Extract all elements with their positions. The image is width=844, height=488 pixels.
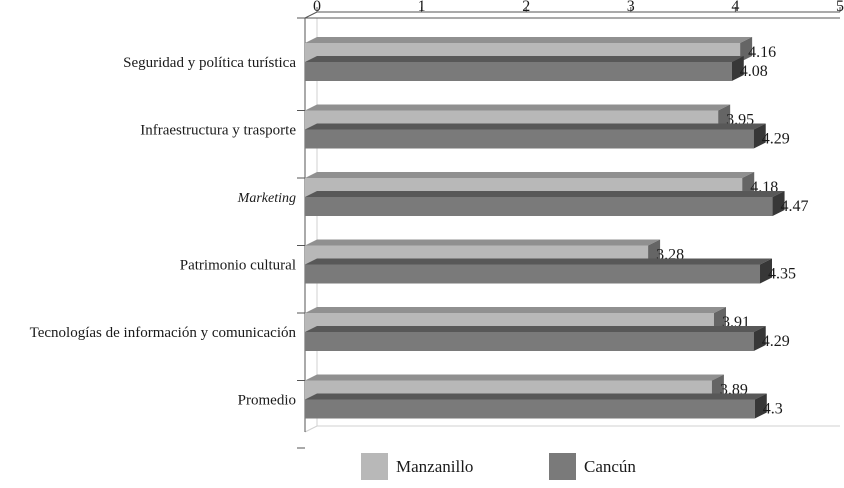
legend-label: Manzanillo <box>396 457 473 476</box>
category-label: Seguridad y política turística <box>123 55 296 71</box>
bar-side-manzanillo <box>713 307 726 332</box>
data-label: 4.29 <box>762 131 790 148</box>
data-label: 4.16 <box>748 44 776 61</box>
bar-cancún <box>305 399 755 419</box>
data-label: 4.35 <box>768 266 796 283</box>
bar-top-manzanillo <box>305 37 753 43</box>
bar-top-manzanillo <box>305 307 726 313</box>
bar-side-manzanillo <box>718 104 731 130</box>
bar-side-manzanillo <box>711 374 724 400</box>
bar-cancún <box>305 62 732 81</box>
bar-side-cancún <box>760 258 773 284</box>
x-axis-depth <box>304 11 318 19</box>
bar-side-cancún <box>772 191 785 216</box>
category-label: Patrimonio cultural <box>180 258 296 274</box>
category-label: Infraestructura y trasporte <box>140 123 296 139</box>
legend-swatch-cancún <box>549 453 576 480</box>
legend-label: Cancún <box>584 457 636 476</box>
legend-swatch-manzanillo <box>361 453 388 480</box>
data-label: 4.47 <box>781 198 809 215</box>
data-label: 4.3 <box>763 401 783 418</box>
x-tick-label: 4 <box>731 0 739 15</box>
bar-side-manzanillo <box>648 239 661 265</box>
bar-top-manzanillo <box>305 172 755 178</box>
bar-top-manzanillo <box>305 374 724 381</box>
x-tick-label: 5 <box>836 0 844 15</box>
category-label: Marketing <box>237 191 296 206</box>
bar-top-manzanillo <box>305 239 661 246</box>
x-tick-label: 0 <box>313 0 321 15</box>
bar-top-cancún <box>305 258 773 265</box>
bar-cancún <box>305 129 754 149</box>
bar-side-cancún <box>731 56 744 81</box>
bar-cancún <box>305 332 754 351</box>
data-label: 4.29 <box>762 333 790 350</box>
x-tick-label: 2 <box>522 0 530 15</box>
category-label: Tecnologías de información y comunicació… <box>30 325 297 341</box>
bar-side-manzanillo <box>740 37 753 62</box>
bar-side-manzanillo <box>742 172 755 197</box>
bar-top-cancún <box>305 393 767 400</box>
data-label: 4.08 <box>740 63 768 80</box>
bar-top-manzanillo <box>305 104 731 111</box>
category-label: Promedio <box>238 393 296 409</box>
x-tick-label: 3 <box>627 0 635 15</box>
bar-side-cancún <box>754 393 767 419</box>
bar-side-cancún <box>753 123 766 149</box>
x-tick-label: 1 <box>418 0 426 15</box>
bar-top-cancún <box>305 123 766 130</box>
bar-top-cancún <box>305 326 766 332</box>
bar-top-cancún <box>305 191 785 197</box>
bar-cancún <box>305 197 773 216</box>
bar-side-cancún <box>753 326 766 351</box>
bar-top-cancún <box>305 56 744 62</box>
floor-edge <box>304 425 840 433</box>
bar-cancún <box>305 264 761 284</box>
